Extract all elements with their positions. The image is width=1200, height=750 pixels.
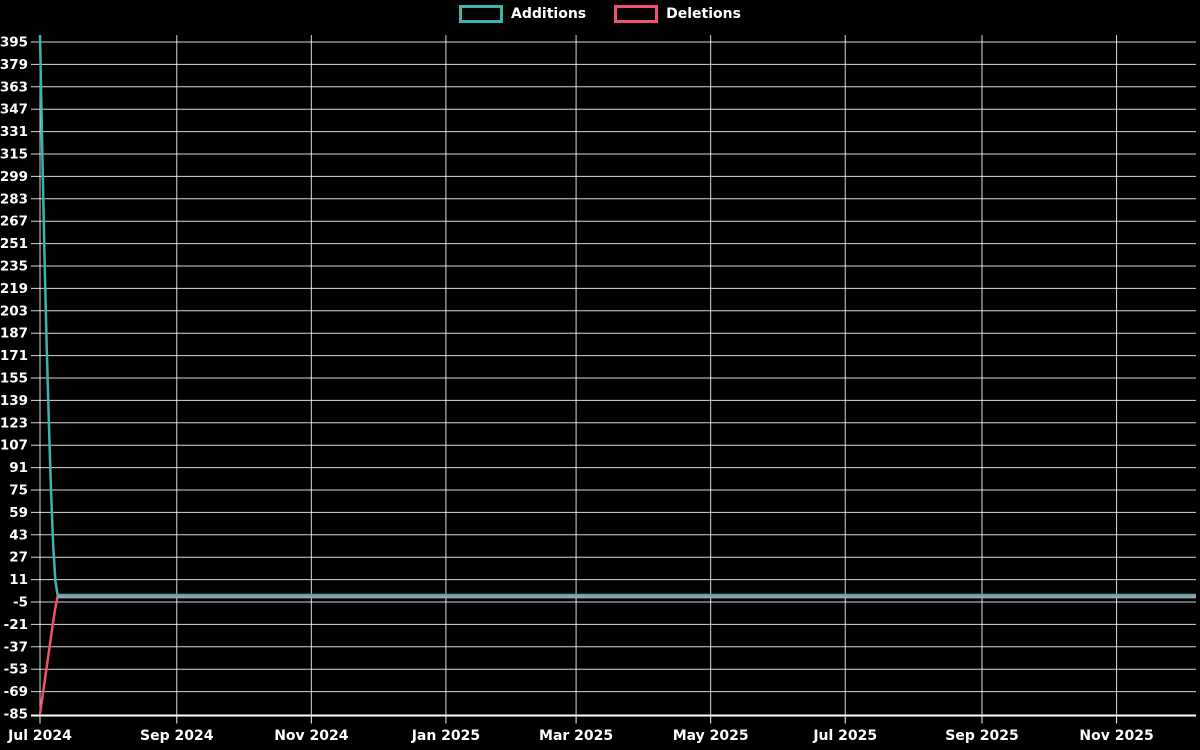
vertical-gridlines xyxy=(39,35,1118,716)
y-tick-label: -5 xyxy=(13,595,28,611)
y-tick-label: -21 xyxy=(4,617,28,633)
deletions-swatch-icon xyxy=(614,5,659,23)
y-tick-label: 11 xyxy=(9,572,28,588)
y-tick-label: 203 xyxy=(0,303,28,319)
y-tick-label: 107 xyxy=(0,438,28,454)
y-tick-label: 59 xyxy=(9,505,28,521)
y-tick-label: 75 xyxy=(9,483,28,499)
legend-item-additions[interactable]: Additions xyxy=(459,5,586,23)
x-tick-label: Jul 2025 xyxy=(812,728,877,744)
x-tick-label: Nov 2025 xyxy=(1079,728,1153,744)
y-tick-label: 43 xyxy=(9,527,28,543)
y-tick-label: 123 xyxy=(0,415,28,431)
y-tick-label: 347 xyxy=(0,102,28,118)
y-tick-label: 283 xyxy=(0,191,28,207)
y-tick-label: -37 xyxy=(4,639,28,655)
x-tick-label: Jan 2025 xyxy=(411,728,480,744)
y-tick-label: 27 xyxy=(9,550,28,566)
y-tick-label: 139 xyxy=(0,393,28,409)
y-tick-label: 395 xyxy=(0,35,28,51)
y-tick-label: 379 xyxy=(0,57,28,73)
series-line-additions xyxy=(38,34,1196,597)
chart-legend: Additions Deletions xyxy=(0,5,1200,23)
x-tick-label: May 2025 xyxy=(673,728,749,744)
y-tick-label: 91 xyxy=(9,460,28,476)
y-tick-label: -69 xyxy=(4,684,28,700)
x-axis-labels: Jul 2024 Sep 2024 Nov 2024 Jan 2025 Mar 2025… xyxy=(7,728,1154,744)
x-axis xyxy=(31,714,1196,724)
y-tick-label: 315 xyxy=(0,147,28,163)
y-tick-label: 299 xyxy=(0,169,28,185)
y-tick-label: -53 xyxy=(4,662,28,678)
y-tick-label: 155 xyxy=(0,371,28,387)
x-tick-label: Mar 2025 xyxy=(539,728,613,744)
legend-label-deletions: Deletions xyxy=(666,6,741,22)
additions-swatch-icon xyxy=(459,5,504,23)
y-tick-label: 235 xyxy=(0,259,28,275)
series-line-deletions xyxy=(38,595,1196,715)
y-tick-label: 267 xyxy=(0,214,28,230)
legend-item-deletions[interactable]: Deletions xyxy=(614,5,741,23)
horizontal-gridlines xyxy=(31,41,1196,693)
y-tick-label: -85 xyxy=(4,707,28,723)
x-tick-label: Sep 2025 xyxy=(945,728,1018,744)
y-tick-label: 187 xyxy=(0,326,28,342)
x-tick-label: Jul 2024 xyxy=(7,728,72,744)
y-tick-label: 363 xyxy=(0,79,28,95)
x-tick-label: Nov 2024 xyxy=(274,728,349,744)
legend-label-additions: Additions xyxy=(511,6,587,22)
y-axis-labels: 395 379 363 347 331 315 299 283 267 251 235 219 203 1… xyxy=(0,35,28,723)
x-tick-label: Sep 2024 xyxy=(140,728,214,744)
y-tick-label: 219 xyxy=(0,281,28,297)
y-tick-label: 171 xyxy=(0,348,28,364)
y-tick-label: 331 xyxy=(0,124,28,140)
y-tick-label: 251 xyxy=(0,236,28,252)
